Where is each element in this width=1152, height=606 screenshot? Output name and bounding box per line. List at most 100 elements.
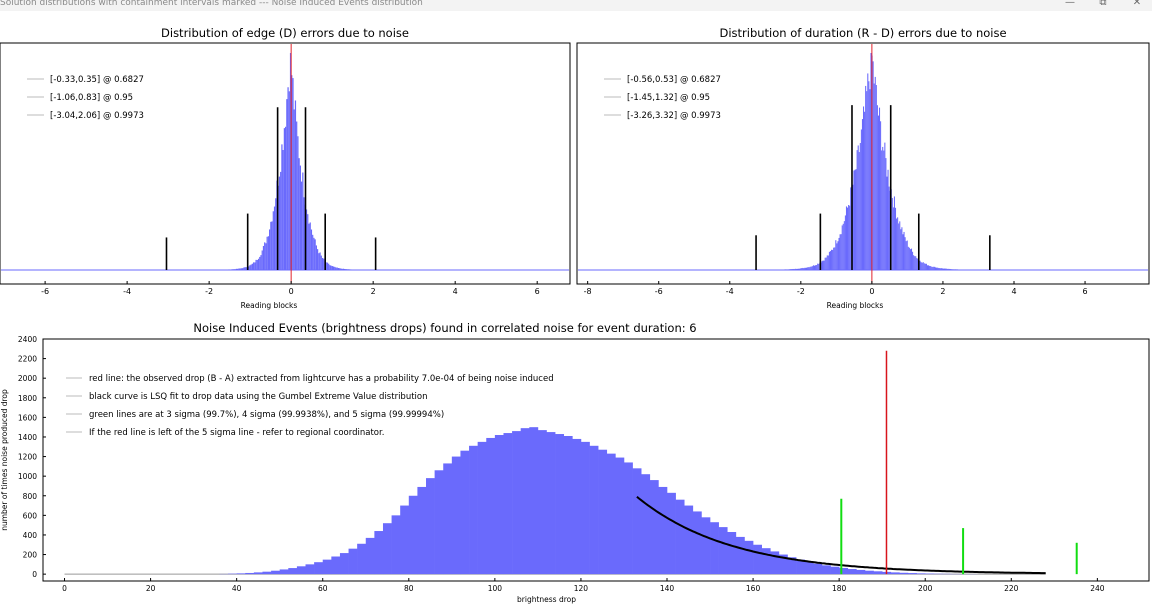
histogram-bar (854, 169, 856, 270)
histogram-bar (238, 268, 240, 270)
histogram-bar (902, 234, 904, 270)
histogram-bar (606, 453, 616, 575)
x-tick-label: 240 (1090, 584, 1105, 593)
x-tick-label: -6 (41, 287, 49, 296)
close-icon[interactable]: ✕ (1132, 0, 1142, 8)
histogram-bar (334, 266, 336, 270)
histogram-bar (288, 568, 298, 575)
histogram-bar (787, 269, 789, 270)
histogram-bar (856, 569, 866, 575)
histogram-bar (344, 268, 346, 270)
histogram-bar (852, 184, 854, 270)
histogram-bar (908, 247, 910, 270)
histogram-bar (292, 78, 294, 270)
histogram-bar (253, 572, 263, 575)
histogram-bar (262, 245, 265, 270)
histogram-bar (828, 251, 830, 270)
histogram-bar (346, 269, 348, 270)
histogram-bar (270, 221, 272, 270)
x-axis-label: Reading blocks (827, 301, 884, 310)
histogram-bar (262, 571, 272, 575)
histogram-bar (256, 259, 258, 270)
histogram-bar (799, 268, 801, 270)
histogram-bar (858, 152, 860, 270)
histogram-bar (253, 262, 255, 270)
histogram-bar (357, 543, 367, 575)
histogram-bar (817, 263, 819, 270)
histogram-bar (842, 223, 844, 270)
chart-title: Distribution of duration (R - D) errors … (719, 26, 1006, 40)
minimize-icon[interactable]: — (1065, 0, 1075, 8)
histogram-bar (443, 463, 453, 575)
histogram-bar (836, 243, 838, 270)
y-tick-label: 1200 (18, 453, 37, 462)
window-titlebar: Solution distributions with containment … (0, 0, 1152, 11)
histogram-bar (345, 269, 347, 270)
histogram-bar (837, 241, 839, 270)
histogram-bar (920, 262, 922, 270)
window-title: Solution distributions with containment … (0, 0, 423, 8)
histogram-bar (884, 142, 886, 270)
histogram-bar (785, 269, 787, 270)
y-tick-label: 2400 (18, 335, 37, 344)
histogram-bar (868, 81, 870, 271)
maximize-icon[interactable]: ⧉ (1099, 0, 1107, 8)
histogram-bar (850, 187, 852, 270)
histogram-bar (321, 258, 324, 270)
histogram-bar (280, 171, 282, 270)
histogram-bar (303, 197, 305, 270)
histogram-bar (878, 107, 881, 270)
histogram-bar (790, 269, 792, 270)
histogram-bar (796, 559, 806, 575)
histogram-bar (872, 61, 874, 270)
histogram-bar (921, 262, 923, 270)
histogram-bar (391, 515, 401, 575)
histogram-bar (460, 450, 470, 575)
histogram-bar (802, 267, 804, 270)
histogram-bar (245, 267, 247, 270)
histogram-bar (913, 255, 915, 270)
x-tick-label: 20 (146, 584, 156, 593)
histogram-bar (811, 266, 813, 270)
histogram-bar (335, 267, 337, 270)
histogram-bar (903, 231, 905, 270)
y-tick-label: 1800 (18, 394, 37, 403)
histogram-bar (555, 434, 565, 575)
histogram-bar (896, 218, 898, 270)
histogram-bar (831, 249, 833, 270)
histogram-bar (806, 267, 808, 270)
histogram-bar (244, 267, 246, 270)
histogram-bar (331, 266, 333, 270)
histogram-bar (923, 263, 925, 270)
histogram-bar (503, 433, 513, 575)
chart-noise-events: Noise Induced Events (brightness drops) … (0, 321, 1150, 604)
histogram-bar (632, 468, 642, 575)
y-tick-label: 0 (32, 570, 37, 579)
histogram-bar (947, 268, 949, 270)
histogram-bar (794, 268, 796, 270)
histogram-bar (900, 229, 902, 270)
histogram-bar (787, 557, 797, 575)
histogram-bar (938, 268, 940, 270)
histogram-bar (293, 109, 295, 271)
histogram-bar (236, 573, 246, 575)
y-tick-label: 2200 (18, 355, 37, 364)
histogram-bar (800, 268, 802, 270)
x-tick-label: 4 (453, 287, 458, 296)
histogram-bar (339, 268, 341, 270)
histogram-bar (529, 427, 539, 575)
histogram-bar (316, 249, 319, 270)
histogram-bar (861, 119, 863, 270)
histogram-bar (847, 207, 849, 270)
histogram-bar (944, 268, 946, 270)
histogram-bar (692, 511, 702, 575)
x-tick-label: 180 (832, 584, 847, 593)
histogram-bar (864, 570, 874, 575)
legend-entry: [-1.45,1.32] @ 0.95 (627, 93, 710, 103)
histogram-bar (937, 267, 939, 270)
histogram-bar (826, 255, 828, 270)
histogram-bar (888, 186, 890, 270)
histogram-bar (271, 221, 273, 270)
histogram-bar (857, 145, 859, 270)
